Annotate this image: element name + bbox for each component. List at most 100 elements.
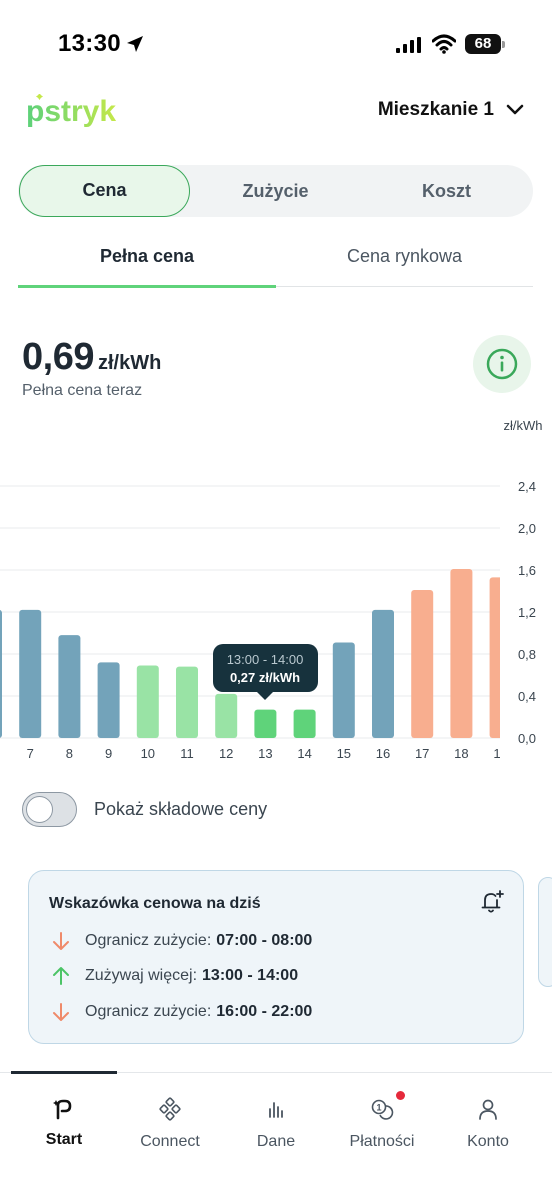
chart-x-tick-label: 11 — [180, 746, 194, 761]
chart-y-tick-label: 0,8 — [518, 647, 536, 662]
nav-dane[interactable]: Dane — [223, 1073, 329, 1173]
price-value: 0,69 — [22, 336, 94, 378]
chart-y-tick-label: 1,2 — [518, 605, 536, 620]
nav-platnosci[interactable]: 1 Płatności — [329, 1073, 435, 1173]
bottom-navigation: Start Connect Dane 1 Płatności Konto — [0, 1071, 552, 1200]
coins-icon: 1 — [371, 1099, 394, 1120]
arrow-down-icon — [53, 932, 69, 950]
chart-x-tick-label: 12 — [219, 746, 233, 761]
segment-zuzycie[interactable]: Zużycie — [242, 181, 309, 201]
segment-koszt[interactable]: Koszt — [422, 181, 471, 201]
segment-cena[interactable]: Cena — [19, 165, 190, 217]
next-card-peek[interactable] — [538, 877, 552, 987]
nav-dane-label: Dane — [256, 1133, 296, 1150]
chart-y-tick-label: 1,6 — [518, 563, 536, 578]
hint-item: Ogranicz zużycie: 16:00 - 22:00 — [49, 1000, 312, 1024]
hint-item-label: Zużywaj więcej: — [85, 967, 198, 984]
nav-start[interactable]: Start — [11, 1073, 117, 1173]
chart-bar[interactable] — [58, 635, 81, 738]
wifi-icon — [432, 34, 456, 54]
arrow-down-icon — [53, 1003, 69, 1021]
info-button[interactable] — [473, 335, 531, 393]
chart-bar[interactable] — [176, 666, 198, 738]
tab-cena-rynkowa-label: Cena rynkowa — [346, 246, 463, 266]
chart-bar[interactable] — [372, 609, 394, 738]
nav-start-label: Start — [45, 1131, 83, 1148]
chart-x-tick-label: 9 — [105, 746, 112, 761]
chart-x-tick-label: 8 — [66, 746, 73, 761]
hint-item-time: 07:00 - 08:00 — [216, 932, 313, 949]
chart-x-tick-label: 7 — [27, 746, 34, 761]
tab-cena-rynkowa[interactable]: Cena rynkowa — [276, 246, 533, 288]
nav-connect[interactable]: Connect — [117, 1073, 223, 1173]
chart-x-tick-label: 16 — [376, 746, 390, 761]
hint-item: Ogranicz zużycie: 07:00 - 08:00 — [49, 929, 312, 953]
view-segmented-control: Cena Zużycie Koszt — [18, 165, 533, 217]
arrow-up-icon — [53, 967, 69, 985]
tab-pelna-cena-label: Pełna cena — [99, 246, 195, 266]
hint-item: Zużywaj więcej: 13:00 - 14:00 — [49, 964, 298, 988]
chart-y-tick-label: 2,0 — [518, 521, 536, 536]
chart-x-tick-label: 13 — [258, 746, 272, 761]
price-bar-chart: zł/kWh 678910111213141516171819 0,00,40,… — [0, 418, 543, 761]
cellular-signal-icon — [396, 37, 421, 53]
chart-bar[interactable] — [293, 709, 316, 738]
battery-level: 68 — [465, 34, 501, 54]
chart-x-tick-label: 14 — [297, 746, 311, 761]
chart-x-tick-label: 19 — [493, 746, 507, 761]
chart-x-tick-label: 15 — [337, 746, 351, 761]
current-price: 0,69 zł/kWh — [22, 336, 161, 379]
chart-x-tick-label: 10 — [141, 746, 155, 761]
location-name: Mieszkanie 1 — [377, 99, 494, 120]
hint-item-time: 13:00 - 14:00 — [202, 967, 299, 984]
tooltip-time-range: 13:00 - 14:00 — [227, 652, 304, 667]
pstryk-logo-icon — [53, 1099, 72, 1120]
tab-active-indicator — [18, 285, 276, 288]
chart-y-tick-label: 2,4 — [518, 479, 536, 494]
chart-bar[interactable] — [215, 693, 238, 738]
price-caption: Pełna cena teraz — [22, 382, 143, 399]
logo-text: pstryk — [26, 95, 116, 128]
pstryk-logo: pstryk — [26, 94, 116, 128]
person-icon — [479, 1099, 497, 1120]
chart-bar[interactable] — [97, 662, 120, 738]
nav-platnosci-label: Płatności — [349, 1133, 415, 1150]
nav-connect-label: Connect — [140, 1133, 200, 1150]
nav-konto-label: Konto — [467, 1133, 509, 1150]
bell-add-icon[interactable] — [479, 889, 505, 915]
chart-bar[interactable] — [0, 610, 2, 738]
chart-bar[interactable] — [254, 709, 277, 738]
status-time: 13:30 — [58, 30, 121, 57]
chart-bar[interactable] — [19, 609, 42, 738]
svg-text:1: 1 — [376, 1103, 381, 1113]
hint-item-time: 16:00 - 22:00 — [216, 1003, 313, 1020]
chart-x-tick-label: 17 — [415, 746, 429, 761]
connect-grid-icon — [159, 1097, 181, 1121]
status-bar: 13:30 68 — [0, 0, 552, 90]
chart-bar[interactable] — [136, 665, 159, 738]
hint-card-title: Wskazówka cenowa na dziś — [49, 895, 261, 912]
nav-active-indicator — [11, 1071, 117, 1074]
notification-badge — [396, 1091, 405, 1100]
components-toggle[interactable] — [22, 792, 77, 827]
nav-konto[interactable]: Konto — [435, 1073, 541, 1173]
chart-x-tick-label: 18 — [454, 746, 468, 761]
toggle-knob — [26, 796, 53, 823]
location-arrow-icon — [127, 36, 143, 52]
info-icon — [486, 348, 518, 380]
chart-bar[interactable] — [450, 568, 473, 738]
bar-chart-icon — [269, 1102, 283, 1118]
chart-bar[interactable] — [489, 577, 512, 738]
hint-item-label: Ogranicz zużycie: — [85, 932, 212, 949]
location-selector[interactable]: Mieszkanie 1 — [378, 99, 524, 121]
tab-pelna-cena[interactable]: Pełna cena — [18, 246, 276, 288]
chart-y-axis-label: zł/kWh — [504, 418, 543, 433]
tooltip-value: 0,27 zł/kWh — [230, 670, 300, 685]
chart-bar[interactable] — [411, 589, 434, 738]
hint-item-label: Ogranicz zużycie: — [85, 1003, 212, 1020]
price-unit: zł/kWh — [97, 352, 162, 374]
chart-y-tick-label: 0,0 — [518, 731, 536, 746]
chevron-down-icon — [506, 104, 524, 115]
price-hint-card: Wskazówka cenowa na dziś Ogranicz zużyci… — [28, 870, 524, 1044]
chart-bar[interactable] — [332, 642, 355, 738]
